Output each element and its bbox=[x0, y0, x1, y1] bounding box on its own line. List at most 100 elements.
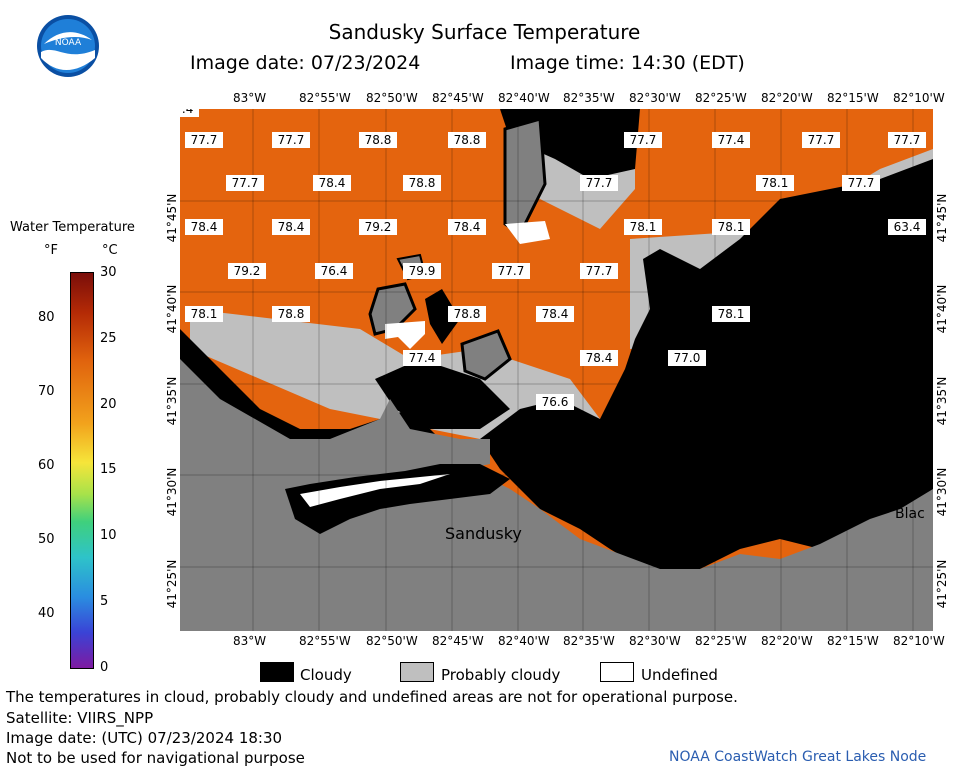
colorbar-c-tick: 0 bbox=[100, 659, 109, 675]
colorbar-unit-c: °C bbox=[102, 243, 118, 258]
temp-label: 78.4 bbox=[586, 351, 613, 365]
lat-tick-label: 41°40'N bbox=[165, 284, 179, 334]
temp-label-box bbox=[536, 306, 574, 322]
lat-tick-label: 41°30'N bbox=[935, 467, 949, 517]
temp-label-box bbox=[712, 219, 750, 235]
lon-tick-label: 82°30'W bbox=[629, 91, 681, 105]
temp-label-box bbox=[272, 306, 310, 322]
temp-label: 77.7 bbox=[586, 176, 613, 190]
temp-label: 77.4 bbox=[180, 109, 193, 116]
peninsula-marblehead bbox=[503, 117, 547, 237]
colorbar-title: Water Temperature bbox=[10, 220, 135, 235]
lon-tick-label: 82°45'W bbox=[432, 634, 484, 648]
temp-label-box bbox=[624, 132, 662, 148]
temp-label-box bbox=[313, 175, 351, 191]
temp-label: 79.2 bbox=[365, 220, 392, 234]
lon-tick-label: 82°35'W bbox=[563, 634, 615, 648]
temp-label-box bbox=[842, 175, 880, 191]
lat-tick-label: 41°45'N bbox=[935, 193, 949, 243]
temp-label: 79.2 bbox=[234, 264, 261, 278]
image-date: Image date: 07/23/2024 bbox=[190, 52, 421, 74]
temp-label: 78.1 bbox=[630, 220, 657, 234]
place-label-sandusky: Sandusky bbox=[445, 524, 522, 543]
temp-label-box bbox=[272, 132, 310, 148]
svg-text:NOAA: NOAA bbox=[55, 38, 82, 48]
temp-label: 77.0 bbox=[674, 351, 701, 365]
temp-label-box bbox=[359, 132, 397, 148]
temp-label: 78.8 bbox=[365, 133, 392, 147]
temp-label: 78.4 bbox=[191, 220, 218, 234]
temp-label-box bbox=[668, 350, 706, 366]
temp-label-box bbox=[448, 219, 486, 235]
temp-label-box bbox=[580, 175, 618, 191]
temp-label: 77.7 bbox=[586, 264, 613, 278]
temp-label: 78.4 bbox=[454, 220, 481, 234]
temp-label-box bbox=[185, 219, 223, 235]
map-canvas: 77.7 77.7 78.8 78.8 77.7 77.4 77.7 77.7 77.7 78.4… bbox=[161, 101, 933, 631]
lon-tick-label: 82°15'W bbox=[827, 634, 879, 648]
temp-label-box bbox=[536, 394, 574, 410]
legend-probably-cloudy-swatch bbox=[400, 662, 434, 682]
lon-tick-label: 82°50'W bbox=[366, 634, 418, 648]
temp-label: 78.8 bbox=[278, 307, 305, 321]
lat-tick-label: 41°45'N bbox=[165, 193, 179, 243]
lon-tick-label: 82°10'W bbox=[893, 91, 945, 105]
temp-label-box bbox=[228, 263, 266, 279]
temp-label-box bbox=[315, 263, 353, 279]
lon-tick-label: 82°40'W bbox=[498, 91, 550, 105]
lon-tick-label: 82°50'W bbox=[366, 91, 418, 105]
lon-tick-label: 82°25'W bbox=[695, 91, 747, 105]
island-south-bass bbox=[460, 329, 512, 381]
lon-tick-label: 82°20'W bbox=[761, 91, 813, 105]
temp-label: 78.8 bbox=[454, 133, 481, 147]
temp-label: 78.1 bbox=[718, 307, 745, 321]
colorbar-f-tick: 60 bbox=[38, 458, 55, 473]
colorbar-c-tick: 25 bbox=[100, 330, 117, 346]
footer-nav-warning: Not to be used for navigational purpose bbox=[6, 749, 305, 767]
lat-tick-label: 41°25'N bbox=[935, 559, 949, 609]
footer-satellite: Satellite: VIIRS_NPP bbox=[6, 709, 154, 727]
colorbar-f-tick: 70 bbox=[38, 384, 55, 399]
temp-label: 78.1 bbox=[718, 220, 745, 234]
temp-label-box bbox=[624, 219, 662, 235]
temp-label: 78.4 bbox=[278, 220, 305, 234]
temp-label: 77.4 bbox=[718, 133, 745, 147]
temp-label: 78.8 bbox=[454, 307, 481, 321]
temp-label: 78.1 bbox=[191, 307, 218, 321]
colorbar-c-tick: 5 bbox=[100, 594, 109, 609]
temp-label: 77.7 bbox=[191, 133, 218, 147]
place-label-blac: Blac bbox=[895, 506, 925, 522]
colorbar-c-tick: 15 bbox=[100, 462, 117, 478]
legend-undefined-swatch bbox=[600, 662, 634, 682]
temp-label-box bbox=[185, 306, 223, 322]
temp-label-box bbox=[756, 175, 794, 191]
land-area bbox=[180, 359, 933, 631]
colorbar bbox=[70, 272, 94, 669]
temp-label-box bbox=[712, 306, 750, 322]
lon-tick-label: 82°45'W bbox=[432, 91, 484, 105]
lon-tick-label: 82°15'W bbox=[827, 91, 879, 105]
lat-tick-label: 41°25'N bbox=[165, 559, 179, 609]
temp-label: 77.7 bbox=[232, 176, 259, 190]
image-time: Image time: 14:30 (EDT) bbox=[510, 52, 745, 74]
lon-tick-label: 83°W bbox=[233, 91, 267, 105]
colorbar-f-tick: 80 bbox=[38, 310, 55, 325]
temp-label: 77.7 bbox=[278, 133, 305, 147]
temp-label: 77.7 bbox=[630, 133, 657, 147]
temp-label: 78.4 bbox=[542, 307, 569, 321]
legend-probably-cloudy-label: Probably cloudy bbox=[441, 666, 561, 684]
lat-tick-label: 41°30'N bbox=[165, 467, 179, 517]
footer-utc-date: Image date: (UTC) 07/23/2024 18:30 bbox=[6, 729, 283, 747]
colorbar-c-tick: 30 bbox=[100, 265, 117, 280]
colorbar-f-tick: 40 bbox=[38, 606, 55, 621]
lon-tick-label: 82°20'W bbox=[761, 634, 813, 648]
temp-label-box bbox=[712, 132, 750, 148]
temp-label-box bbox=[226, 175, 264, 191]
temp-label: 78.4 bbox=[319, 176, 346, 190]
legend-cloudy-swatch bbox=[260, 662, 294, 682]
temp-label-box bbox=[888, 132, 926, 148]
map-graticule bbox=[180, 109, 933, 631]
temp-label-box bbox=[802, 132, 840, 148]
legend-undefined-label: Undefined bbox=[641, 666, 718, 684]
colorbar-f-tick: 50 bbox=[38, 532, 55, 547]
